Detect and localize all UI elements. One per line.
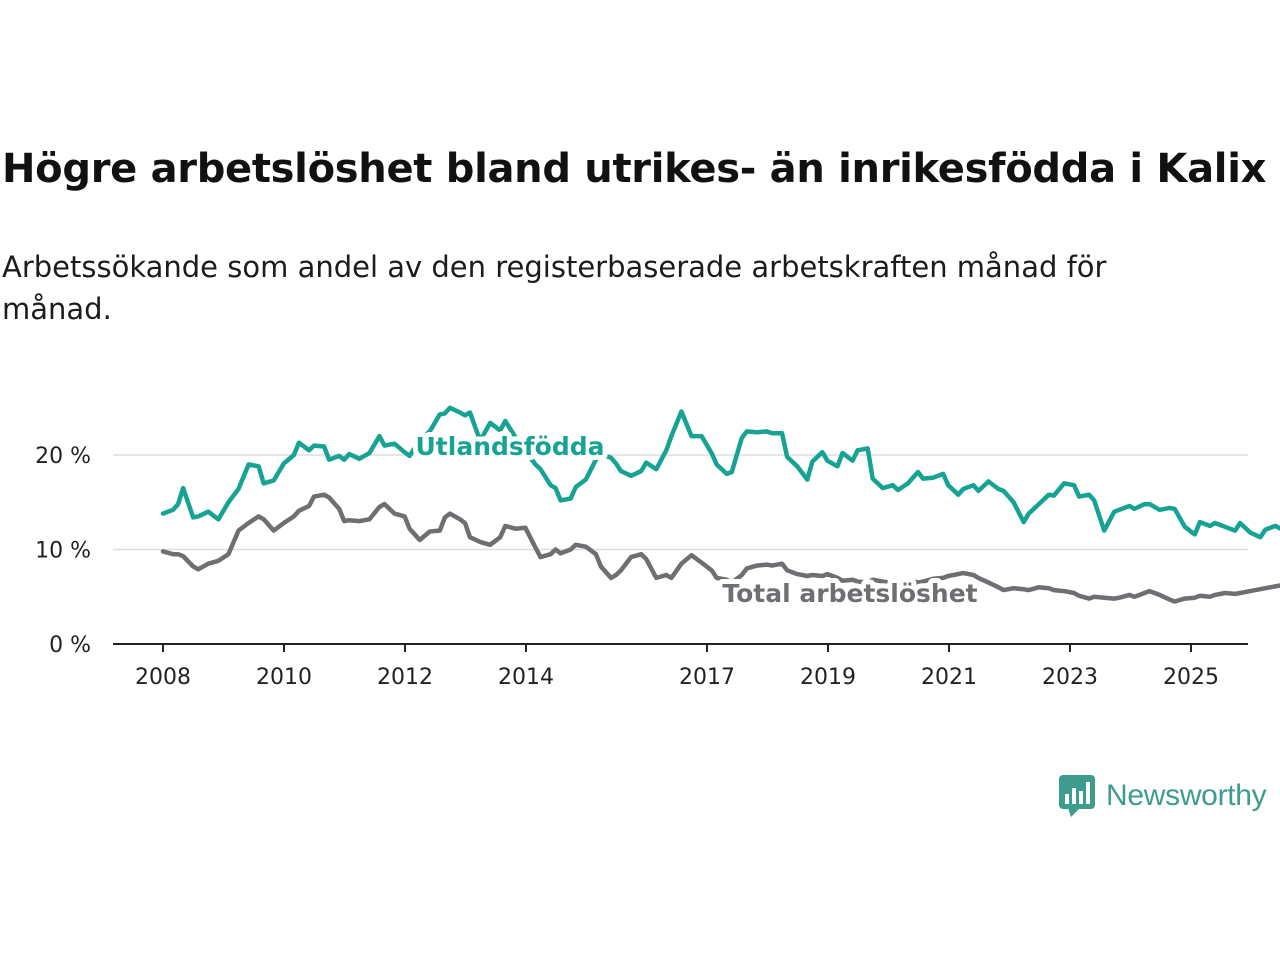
x-tick-label: 2008 [135, 665, 191, 690]
series-name-label: Total arbetslöshet [722, 579, 977, 608]
x-tick-label: 2014 [498, 665, 554, 690]
y-axis-ticks: 0 % 10 % 20 % [35, 444, 91, 658]
series-labels: 11,1 %5,3 %UtlandsföddaUtlandsföddaTotal… [411, 427, 983, 613]
series-lines [160, 405, 1280, 604]
series-line [160, 405, 1280, 540]
x-tick-label: 2025 [1163, 665, 1219, 690]
series-line [160, 492, 1280, 604]
chart-subtitle: Arbetssökande som andel av den registerb… [2, 250, 1107, 326]
brand-name: Newsworthy [1106, 779, 1267, 812]
y-tick-label: 20 % [35, 444, 91, 469]
x-tick-label: 2023 [1042, 665, 1098, 690]
brand-logo: Newsworthy [1058, 774, 1267, 818]
x-tick-label: 2019 [800, 665, 856, 690]
x-tick-label: 2017 [679, 665, 735, 690]
grid-lines [113, 454, 1248, 551]
x-tick-label: 2021 [921, 665, 977, 690]
x-tick-label: 2010 [256, 665, 312, 690]
series-name-label: Utlandsfödda [416, 432, 605, 461]
series-label-halo: Total arbetslöshet [722, 579, 977, 608]
x-tick-label: 2012 [377, 665, 433, 690]
y-tick-label: 10 % [35, 539, 91, 564]
series-label-halo: Utlandsfödda [416, 432, 605, 461]
chart-title: Högre arbetslöshet bland utrikes- än inr… [2, 146, 1267, 192]
newsworthy-logo-icon [1059, 775, 1095, 817]
y-tick-label: 0 % [49, 633, 91, 658]
x-axis: 2008 2010 2012 2014 2017 2019 2021 2023 2025 [113, 643, 1248, 690]
